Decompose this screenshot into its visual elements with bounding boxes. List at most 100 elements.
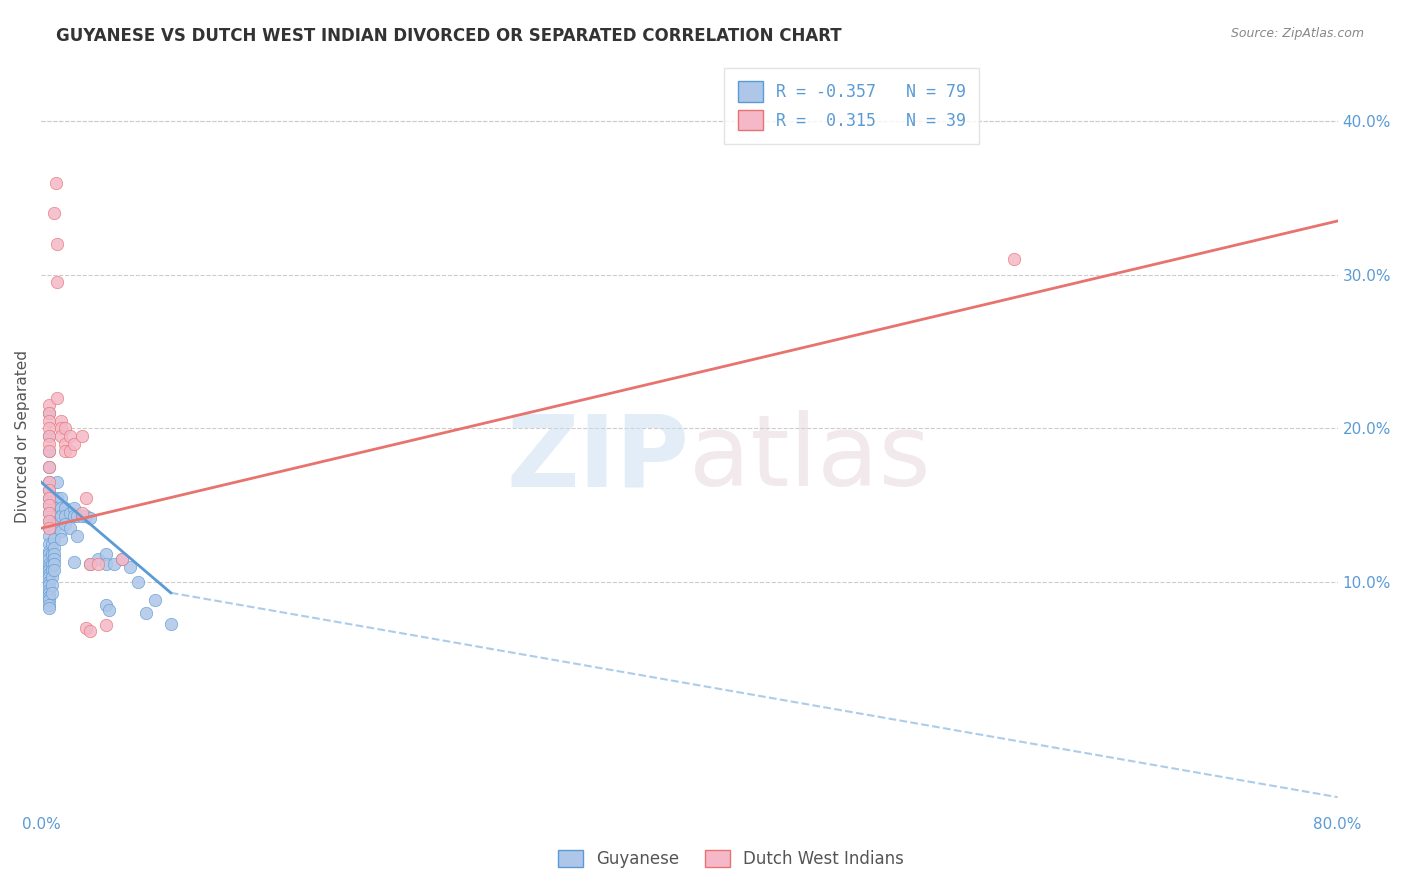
Point [38,536,60,550]
Point [42,532,65,546]
Point [41,563,63,577]
Point [59,444,82,458]
Point [38,567,60,582]
Point [87,557,110,571]
Point [38,570,60,584]
Point [38,414,60,428]
Point [94,557,117,571]
Point [41,548,63,562]
Point [38,601,60,615]
Point [38,429,60,443]
Point [62,555,84,569]
Point [38,598,60,612]
Point [38,521,60,535]
Point [49,421,72,435]
Point [79,624,101,639]
Point [38,521,60,535]
Y-axis label: Divorced or Separated: Divorced or Separated [15,350,30,523]
Point [46,516,69,531]
Point [41,536,63,550]
Point [38,483,60,497]
Point [127,575,149,590]
Point [38,475,60,490]
Point [59,429,82,443]
Point [46,237,69,252]
Point [76,508,98,523]
Point [59,521,82,535]
Text: GUYANESE VS DUTCH WEST INDIAN DIVORCED OR SEPARATED CORRELATION CHART: GUYANESE VS DUTCH WEST INDIAN DIVORCED O… [56,27,842,45]
Point [41,586,63,600]
Point [38,563,60,577]
Point [66,508,89,523]
Point [41,578,63,592]
Point [38,514,60,528]
Point [38,459,60,474]
Point [38,575,60,590]
Point [42,552,65,566]
Point [38,586,60,600]
Point [49,524,72,539]
Point [49,414,72,428]
Point [111,552,134,566]
Legend: Guyanese, Dutch West Indians: Guyanese, Dutch West Indians [551,843,911,875]
Point [38,459,60,474]
Point [76,621,98,635]
Point [55,421,77,435]
Point [38,582,60,597]
Point [1002,252,1025,267]
Point [94,598,117,612]
Point [46,491,69,505]
Point [38,491,60,505]
Point [46,391,69,405]
Point [38,498,60,512]
Point [38,557,60,571]
Point [94,548,117,562]
Point [38,552,60,566]
Point [41,570,63,584]
Point [55,444,77,458]
Point [49,532,72,546]
Point [42,206,65,220]
Point [38,406,60,420]
Point [62,501,84,516]
Point [38,591,60,605]
Point [46,501,69,516]
Point [62,508,84,523]
Point [94,618,117,632]
Point [70,508,93,523]
Point [42,521,65,535]
Point [38,421,60,435]
Point [46,276,69,290]
Legend: R = -0.357   N = 79, R =  0.315   N = 39: R = -0.357 N = 79, R = 0.315 N = 39 [724,68,979,144]
Point [38,406,60,420]
Point [38,475,60,490]
Point [42,563,65,577]
Point [46,475,69,490]
Point [42,541,65,556]
Point [41,557,63,571]
Point [38,506,60,520]
Point [38,436,60,450]
Point [79,510,101,524]
Point [111,552,134,566]
Point [59,506,82,520]
Point [38,544,60,558]
Point [62,436,84,450]
Point [38,444,60,458]
Point [38,548,60,562]
Point [38,559,60,574]
Point [135,606,157,620]
Point [38,514,60,528]
Point [70,429,93,443]
Point [55,516,77,531]
Point [76,491,98,505]
Point [79,557,101,571]
Text: Source: ZipAtlas.com: Source: ZipAtlas.com [1230,27,1364,40]
Point [38,498,60,512]
Point [38,491,60,505]
Point [38,444,60,458]
Point [87,552,110,566]
Point [55,508,77,523]
Point [38,529,60,543]
Text: ZIP: ZIP [506,410,689,508]
